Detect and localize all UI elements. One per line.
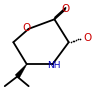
- Text: O: O: [23, 23, 31, 33]
- Text: O: O: [83, 33, 91, 43]
- Text: O: O: [62, 4, 70, 14]
- Text: NH: NH: [47, 61, 60, 70]
- Polygon shape: [15, 64, 27, 78]
